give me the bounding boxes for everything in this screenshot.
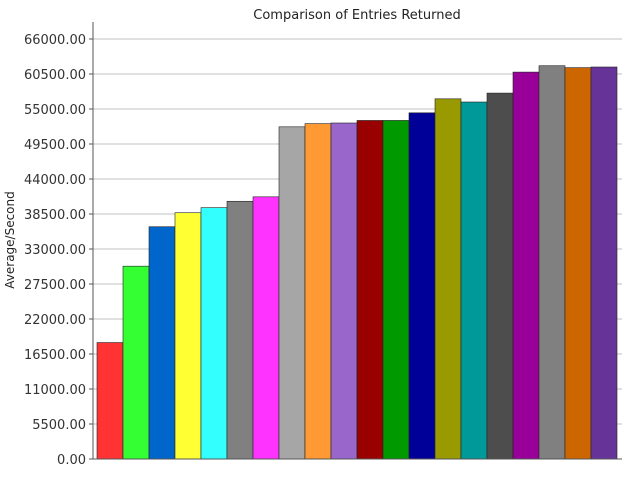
- y-tick-label: 33000.00: [24, 243, 86, 258]
- bar-16: [486, 92, 514, 460]
- y-tick-label: 22000.00: [24, 313, 86, 328]
- y-tick-label: 5500.00: [32, 418, 86, 433]
- bar-20: [590, 66, 618, 460]
- y-tick-label: 0.00: [57, 453, 86, 468]
- bar-18: [538, 65, 566, 460]
- y-tick-label: 49500.00: [24, 138, 86, 153]
- bar-12: [382, 120, 410, 460]
- bar-7: [252, 196, 280, 460]
- bar-2: [122, 265, 150, 460]
- bar-13: [408, 112, 436, 460]
- y-axis-label: Average/Second: [3, 191, 17, 288]
- y-tick-label: 66000.00: [24, 33, 86, 48]
- y-tick-label: 16500.00: [24, 348, 86, 363]
- chart-title: Comparison of Entries Returned: [253, 8, 460, 23]
- y-tick-label: 27500.00: [24, 278, 86, 293]
- y-tick-label: 55000.00: [24, 103, 86, 118]
- bars: [96, 65, 618, 460]
- y-tick-label: 38500.00: [24, 208, 86, 223]
- bar-11: [356, 120, 384, 460]
- bar-1: [96, 342, 124, 460]
- bar-14: [434, 98, 462, 460]
- y-tick-label: 60500.00: [24, 68, 86, 83]
- y-tick-label: 44000.00: [24, 173, 86, 188]
- bar-5: [200, 207, 228, 460]
- bar-19: [564, 67, 592, 460]
- bar-15: [460, 101, 488, 460]
- bar-9: [304, 123, 332, 460]
- bar-6: [226, 200, 254, 460]
- y-tick-label: 11000.00: [24, 383, 86, 398]
- bar-17: [512, 71, 540, 460]
- bar-4: [174, 212, 202, 460]
- bar-10: [330, 122, 358, 460]
- bar-8: [278, 126, 306, 460]
- bar-3: [148, 226, 176, 460]
- y-axis-ticks: 0.00 5500.00 11000.00 16500.00 22000.00 27500…: [24, 33, 93, 468]
